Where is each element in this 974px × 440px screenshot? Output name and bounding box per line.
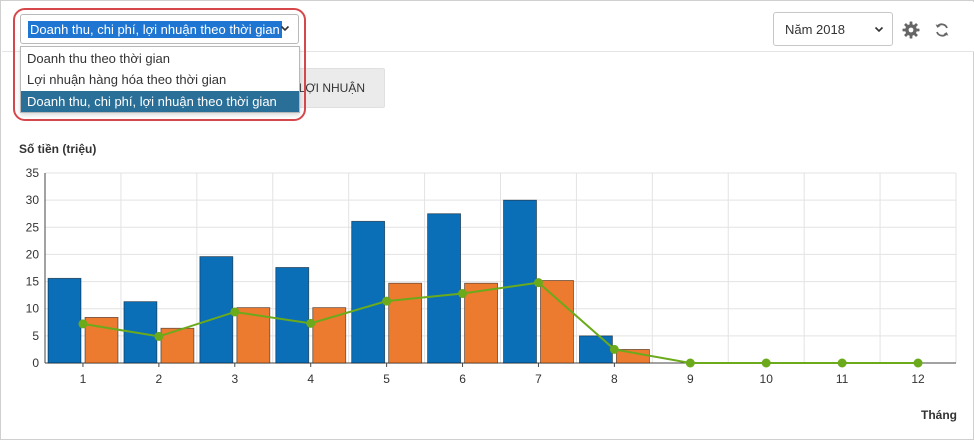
y-tick-label: 25 — [26, 220, 40, 234]
dropdown-option[interactable]: Lợi nhuận hàng hóa theo thời gian — [27, 72, 227, 87]
dropdown-option-selected[interactable]: Doanh thu, chi phí, lợi nhuận theo thời … — [21, 91, 299, 112]
profit-point — [306, 318, 316, 328]
revenue-bar — [275, 267, 310, 364]
profit-point — [761, 358, 771, 368]
x-axis-title: Tháng — [921, 408, 957, 422]
year-select-value: Năm 2018 — [785, 22, 845, 37]
revenue-bar — [47, 277, 82, 364]
x-tick-label: 6 — [459, 372, 466, 386]
profit-point — [609, 344, 619, 354]
x-tick-label: 4 — [307, 372, 314, 386]
profit-point — [382, 296, 392, 306]
x-tick-label: 11 — [836, 372, 849, 386]
tab-profit[interactable]: LỢI NHUẬN — [284, 68, 385, 108]
profit-point — [458, 289, 468, 299]
x-tick-label: 2 — [156, 372, 163, 386]
profit-point — [685, 358, 695, 368]
tab-profit-label: LỢI NHUẬN — [298, 81, 365, 95]
y-axis-title: Số tiền (triệu) — [19, 142, 97, 156]
dropdown-option[interactable]: Doanh thu theo thời gian — [27, 51, 170, 66]
report-type-selected-text[interactable]: Doanh thu, chi phí, lợi nhuận theo thời … — [28, 21, 282, 38]
revenue-bar — [427, 213, 461, 364]
year-select[interactable]: Năm 2018 — [773, 12, 893, 46]
y-tick-label: 5 — [32, 329, 39, 343]
profit-point — [230, 307, 240, 317]
revenue-bar — [351, 220, 386, 364]
profit-point — [913, 358, 923, 368]
y-tick-label: 15 — [26, 275, 40, 289]
sync-icon[interactable] — [932, 20, 952, 40]
cost-bar — [464, 282, 498, 364]
revenue-bar — [503, 199, 537, 364]
profit-point — [154, 331, 164, 341]
cost-bar — [388, 282, 423, 364]
y-tick-label: 10 — [26, 302, 40, 316]
gear-icon[interactable] — [901, 20, 921, 40]
x-tick-label: 3 — [231, 372, 238, 386]
x-tick-label: 5 — [383, 372, 390, 386]
y-tick-label: 20 — [26, 247, 40, 261]
profit-point — [837, 358, 847, 368]
y-tick-label: 30 — [26, 193, 40, 207]
x-tick-label: 9 — [687, 372, 694, 386]
x-tick-label: 10 — [760, 372, 774, 386]
chevron-down-icon — [280, 25, 290, 32]
profit-line — [82, 281, 919, 364]
chevron-down-icon — [874, 26, 884, 33]
revenue-bar — [579, 335, 613, 364]
x-tick-label: 12 — [911, 372, 925, 386]
x-tick-label: 8 — [611, 372, 618, 386]
x-tick-label: 7 — [535, 372, 542, 386]
y-tick-label: 35 — [26, 166, 40, 180]
cost-bar — [540, 280, 574, 364]
profit-point — [533, 278, 543, 288]
profit-point — [78, 319, 88, 329]
y-tick-label: 0 — [32, 356, 39, 370]
cost-bar — [312, 307, 347, 364]
report-type-dropdown: Doanh thu theo thời gian Lợi nhuận hàng … — [20, 46, 300, 113]
report-type-select[interactable]: Doanh thu, chi phí, lợi nhuận theo thời … — [20, 14, 299, 44]
x-tick-label: 1 — [80, 372, 87, 386]
revenue-bar — [199, 256, 234, 364]
